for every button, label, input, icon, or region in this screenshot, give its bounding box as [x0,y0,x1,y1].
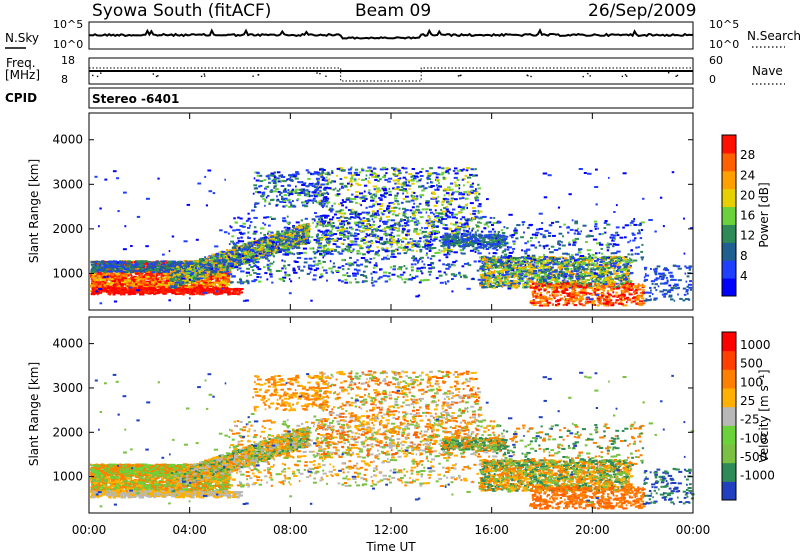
power-y-label: Slant Range [km] [27,159,41,263]
colorbar-tick-label: 8 [740,249,748,263]
nsearch-tick-top: 10^5 [709,18,739,31]
y-tick-label: 3000 [52,381,83,395]
nave-tick-top: 60 [709,54,723,67]
cpid-label: CPID [5,91,37,105]
beam-title: Beam 09 [355,1,431,21]
station-title: Syowa South (fitACF) [92,1,271,21]
velocity-heatmap [90,370,695,509]
y-tick-label: 1000 [52,470,83,484]
colorbar-tick-label: 20 [740,188,755,202]
x-tick-label: 08:00 [273,523,308,537]
y-tick-label: 2000 [52,425,83,439]
y-tick-label: 4000 [52,133,83,147]
nsky-tick-bottom: 10^0 [53,38,83,51]
nave-dips [92,72,678,77]
nsky-trace [89,30,693,38]
cpid-panel [89,88,693,108]
x-tick-label: 00:00 [676,523,711,537]
time-axis-label: Time UT [365,540,416,554]
cpid-value: Stereo -6401 [92,92,179,106]
y-tick-label: 4000 [52,337,83,351]
colorbar-tick-label: 24 [740,168,755,182]
freq-tick-top: 18 [61,54,75,67]
colorbar-tick-label: 25 [740,394,755,408]
y-tick-label: 1000 [52,266,83,280]
y-tick-label: 3000 [52,177,83,191]
nave-tick-bottom: 0 [709,73,716,86]
date-title: 26/Sep/2009 [588,1,696,21]
colorbar-tick-label: 28 [740,148,755,162]
colorbar-tick-label: -1000 [740,469,775,483]
x-tick-label: 20:00 [575,523,610,537]
colorbar-tick-label: 12 [740,229,755,243]
velocity-colorbar-label: Velocity [m s⁻¹] [757,369,771,462]
colorbar-tick-label: 1000 [740,338,771,352]
x-tick-label: 04:00 [172,523,207,537]
freq-tick-bottom: 8 [61,73,68,86]
x-tick-label: 00:00 [72,523,107,537]
colorbar-tick-label: 4 [740,269,748,283]
y-tick-label: 2000 [52,222,83,236]
nsky-label: N.Sky [5,31,39,45]
nave-label: Nave [752,64,783,78]
radar-plot: Syowa South (fitACF) Beam 09 26/Sep/2009… [0,0,800,554]
colorbar-tick-label: 500 [740,357,763,371]
power-colorbar: 28 24 20 16 12 8 4 [722,135,755,297]
colorbar-tick-label: 16 [740,209,755,223]
power-colorbar-label: Power [dB] [757,182,771,247]
nsearch-tick-bottom: 10^0 [709,38,739,51]
power-heatmap [90,167,693,307]
nsky-tick-top: 10^5 [53,18,83,31]
nave-trace [89,68,693,81]
velocity-y-label: Slant Range [km] [27,362,41,466]
x-tick-label: 16:00 [474,523,509,537]
nsearch-label: N.Search [747,29,800,43]
x-tick-label: 12:00 [374,523,409,537]
freq-unit: [MHz] [5,68,40,82]
